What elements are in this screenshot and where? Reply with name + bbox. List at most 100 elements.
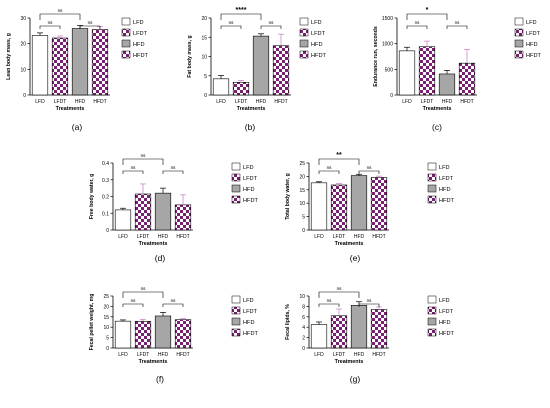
x-axis-label: Treatments	[335, 241, 364, 247]
legend-swatch-lfd	[428, 163, 436, 170]
legend-label: HFDT	[133, 53, 148, 59]
significance-bracket	[407, 26, 427, 29]
x-tick-label: HFD	[256, 99, 267, 105]
bar-lfdt	[135, 194, 151, 230]
x-tick-label: HFD	[442, 99, 453, 105]
legend-label: HFD	[526, 42, 538, 48]
legend-label: LFD	[439, 165, 450, 171]
legend-swatch-lfd	[232, 296, 240, 303]
y-tick-label: 15	[299, 188, 305, 194]
bar-lfd	[311, 325, 327, 348]
y-tick-label: 0	[390, 93, 393, 99]
legend-label: LFD	[439, 298, 450, 304]
panel-label: (a)	[72, 122, 83, 132]
y-tick-label: 30	[20, 16, 26, 22]
significance-bracket	[407, 14, 447, 20]
legend: LFD LFDT HFD HFDT	[515, 18, 541, 59]
significance-label: ns	[367, 165, 373, 170]
panel-label: (g)	[350, 374, 361, 384]
x-tick-label: LFDT	[54, 99, 67, 105]
x-tick-label: LFDT	[137, 234, 150, 240]
bar-lfd	[399, 51, 415, 95]
y-tick-label: 10	[299, 201, 305, 207]
y-tick-label: 8	[302, 304, 305, 310]
legend-label: HFD	[243, 187, 255, 193]
legend: LFD LFDT HFD HFDT	[232, 163, 258, 204]
significance-label: ns	[88, 20, 94, 25]
y-axis-label: Free body water, g	[89, 174, 95, 220]
y-tick-label: 0	[106, 228, 109, 234]
y-tick-label: 0	[106, 346, 109, 352]
y-axis-label: Fecal lipids, %	[285, 304, 291, 340]
x-tick-label: LFDT	[421, 99, 434, 105]
significance-bracket	[221, 26, 241, 29]
significance-bracket	[163, 304, 183, 307]
x-tick-label: HFD	[75, 99, 86, 105]
legend: LFD LFDT HFD HFDT	[122, 18, 148, 59]
legend-swatch-lfdt	[232, 174, 240, 181]
bar-lfd	[115, 210, 131, 230]
legend-swatch-lfd	[122, 18, 130, 25]
legend: LFD LFDT HFD HFDT	[232, 296, 258, 337]
legend-swatch-hfdt	[428, 329, 436, 336]
y-tick-label: 1000	[382, 42, 393, 48]
significance-label: ****	[236, 7, 247, 14]
y-tick-label: 15	[201, 35, 207, 41]
y-tick-label: 20	[201, 16, 207, 22]
legend-label: HFDT	[311, 53, 326, 59]
legend-swatch-hfd	[428, 185, 436, 192]
significance-bracket	[447, 26, 467, 29]
bar-hfdt	[371, 177, 387, 230]
legend-label: LFDT	[439, 176, 454, 182]
significance-label: ns	[415, 20, 421, 25]
y-tick-label: 20	[103, 304, 109, 310]
chart-panel-3: 050010001500Endurance run, secondsLFD LFD…	[373, 7, 541, 132]
significance-label: ns	[327, 298, 333, 303]
bar-lfdt	[331, 185, 347, 230]
bar-hfdt	[175, 205, 191, 230]
legend: LFD LFDT HFD HFDT	[300, 18, 326, 59]
significance-label: ns	[337, 286, 343, 291]
legend-label: LFD	[526, 20, 537, 26]
x-tick-label: HFDT	[372, 352, 385, 358]
y-tick-label: 10	[201, 55, 207, 61]
significance-label: ns	[131, 165, 137, 170]
bar-lfdt	[135, 321, 151, 348]
x-tick-label: LFD	[402, 99, 412, 105]
y-axis-label: Fecal pellet weight, mg	[89, 294, 95, 351]
significance-bracket	[163, 171, 183, 174]
x-tick-label: HFDT	[176, 352, 189, 358]
legend: LFD LFDT HFD HFDT	[428, 296, 454, 337]
y-tick-label: 20	[20, 42, 26, 48]
y-tick-label: 25	[299, 161, 305, 167]
bar-lfd	[311, 183, 327, 230]
legend-label: LFDT	[133, 31, 148, 37]
significance-bracket	[319, 171, 339, 174]
significance-label: ns	[367, 298, 373, 303]
significance-bracket	[123, 304, 143, 307]
legend-label: HFDT	[439, 331, 454, 337]
significance-bracket	[319, 304, 339, 307]
x-axis-label: Treatments	[423, 106, 452, 112]
x-tick-label: HFD	[158, 234, 169, 240]
panel-label: (d)	[155, 253, 166, 263]
bar-hfdt	[175, 320, 191, 348]
x-axis-label: Treatments	[237, 106, 266, 112]
significance-bracket	[319, 292, 359, 298]
bar-lfdt	[419, 47, 435, 95]
x-tick-label: HFDT	[372, 234, 385, 240]
legend-swatch-hfdt	[300, 51, 308, 58]
bar-hfd	[351, 176, 367, 230]
y-tick-label: 10	[103, 325, 109, 331]
significance-bracket	[123, 292, 163, 298]
x-axis-label: Treatments	[335, 359, 364, 365]
bar-lfd	[32, 35, 48, 95]
x-tick-label: LFD	[118, 352, 128, 358]
bar-lfd	[115, 321, 131, 348]
chart-panel-1: 0 10 20 30 Lean body mass, g LFD LFDT HFD HFDT Tr…	[6, 8, 148, 132]
bar-lfd	[213, 79, 229, 95]
y-axis-label: Endurance run, seconds	[373, 26, 379, 87]
y-tick-label: 5	[106, 336, 109, 342]
legend-swatch-hfdt	[232, 329, 240, 336]
